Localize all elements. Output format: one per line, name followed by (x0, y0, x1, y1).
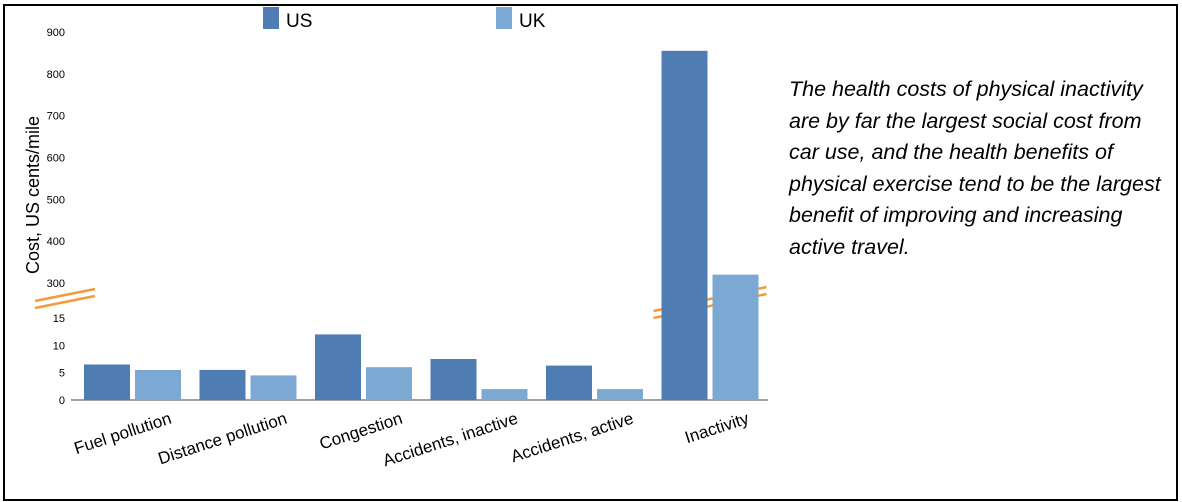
bar-uk (597, 389, 643, 400)
x-category-label: Distance pollution (156, 409, 290, 469)
legend-swatch-us (263, 7, 279, 29)
bar-us (84, 364, 130, 400)
y-tick-label: 400 (47, 236, 65, 248)
bar-uk (250, 375, 297, 400)
bar-us (430, 359, 477, 400)
y-tick-label: 0 (59, 395, 65, 407)
legend-swatch-uk (496, 7, 512, 29)
bar-us (315, 334, 361, 400)
x-category-label: Accidents, active (509, 409, 636, 466)
bar-uk (712, 274, 759, 400)
bar-uk (366, 367, 412, 400)
y-tick-label: 15 (53, 313, 65, 325)
y-axis-title: Cost, US cents/mile (23, 116, 43, 274)
y-tick-label: 600 (47, 153, 65, 165)
x-category-label: Congestion (317, 409, 405, 454)
y-tick-label: 300 (47, 278, 65, 290)
break-stroke (34, 287, 96, 303)
bar-us (546, 365, 592, 400)
y-tick-label: 900 (47, 27, 65, 39)
figure-frame (3, 4, 1178, 501)
x-category-label: Inactivity (682, 409, 751, 448)
bar-break-gap (659, 299, 761, 307)
y-tick-label: 700 (47, 111, 65, 123)
bar-uk (481, 389, 528, 400)
y-tick-label: 10 (53, 340, 65, 352)
break-stroke (34, 294, 96, 310)
bar-us (199, 369, 246, 400)
y-tick-label: 500 (47, 194, 65, 206)
legend-label-uk: UK (519, 11, 546, 32)
bar-uk (135, 369, 181, 400)
axis-break-mark (34, 287, 96, 310)
y-tick-label: 5 (59, 368, 65, 380)
bar-us (661, 50, 708, 400)
y-tick-label: 800 (47, 69, 65, 81)
legend-label-us: US (286, 11, 312, 32)
annotation-text: The health costs of physical inactivity … (789, 77, 1161, 259)
